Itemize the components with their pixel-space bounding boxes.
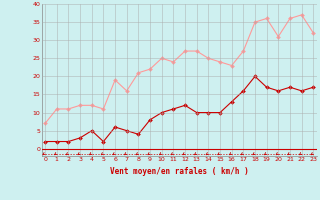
- X-axis label: Vent moyen/en rafales ( km/h ): Vent moyen/en rafales ( km/h ): [110, 167, 249, 176]
